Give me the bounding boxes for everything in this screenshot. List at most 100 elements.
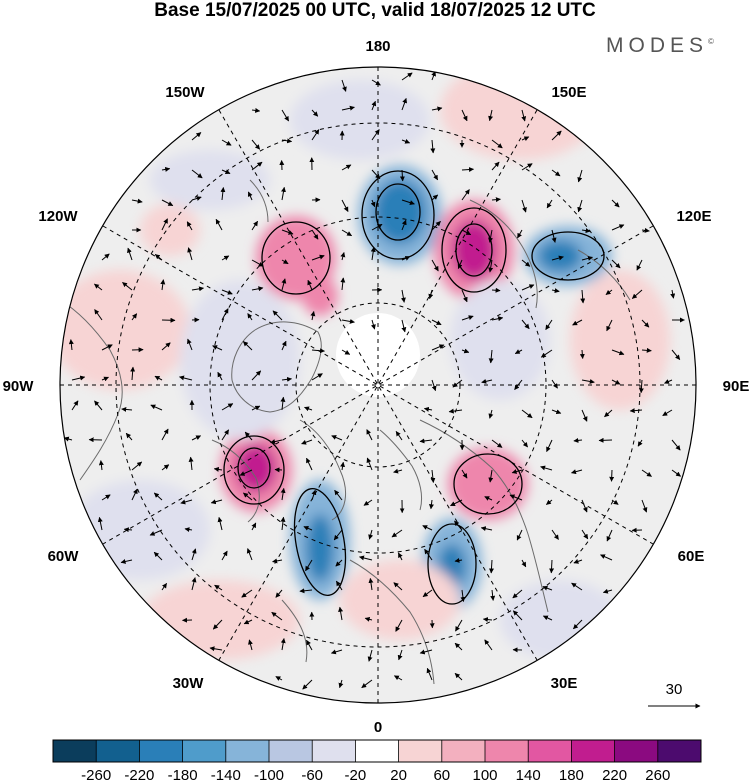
wind-vector [125, 432, 133, 441]
wind-vector [188, 456, 194, 471]
wind-vector [131, 461, 143, 471]
wind-vector [311, 348, 325, 354]
wind-vector [311, 129, 320, 141]
wind-vector [371, 169, 381, 180]
wind-vector [311, 109, 319, 117]
colorbar-tick-label: -20 [345, 767, 367, 783]
lon-label-30e: 30E [551, 675, 578, 692]
colorbar-swatch [441, 740, 486, 762]
colorbar-swatch [614, 740, 659, 762]
wind-vector [131, 488, 138, 501]
wind-vector [461, 315, 474, 321]
wind-vector [340, 252, 346, 261]
wind-vector [428, 499, 434, 510]
wind-vector [488, 109, 494, 122]
wind-vector [611, 499, 619, 505]
wind-vector [187, 338, 193, 351]
wind-vector [641, 227, 650, 233]
wind-vector [221, 403, 234, 411]
wind-vector [602, 588, 613, 594]
wind-vector [215, 218, 223, 231]
wind-vector [430, 139, 436, 154]
wind-vector [191, 548, 197, 561]
wind-vector [306, 639, 313, 651]
lon-label-30w: 30W [173, 675, 205, 692]
wind-vector [521, 319, 530, 330]
wind-vector [191, 132, 202, 141]
wind-vector [521, 136, 530, 141]
colorbar-swatch [96, 740, 140, 762]
wind-vector [401, 319, 407, 333]
wind-vector [334, 489, 343, 501]
wind-vector [395, 619, 403, 632]
wind-vector [153, 492, 163, 501]
wind-vector [521, 409, 533, 419]
wind-vector [488, 469, 494, 483]
wind-vector [401, 138, 411, 144]
graticule [60, 67, 696, 703]
wind-vector [393, 468, 403, 474]
wind-vector [461, 229, 472, 236]
reference-vector-label: 30 [666, 681, 683, 698]
wind-vector [573, 437, 583, 443]
colorbar-swatch [225, 740, 270, 762]
wind-vector [161, 199, 174, 207]
wind-vector [338, 679, 344, 689]
lon-label-150w: 150W [165, 84, 205, 101]
wind-vector [454, 520, 463, 531]
wind-vector [422, 589, 433, 598]
wind-vector [611, 379, 621, 385]
wind-vector [511, 469, 523, 474]
wind-vector [94, 283, 103, 291]
wind-vector [123, 527, 133, 533]
wind-vector [311, 229, 319, 240]
wind-vector [426, 667, 433, 681]
wind-vector [280, 396, 286, 411]
wind-vector [281, 109, 290, 122]
wind-vector [71, 400, 79, 411]
wind-vector [244, 431, 253, 441]
anomaly-blob [302, 276, 338, 316]
wind-vector [221, 289, 233, 295]
wind-vector [401, 97, 408, 111]
wind-vector [101, 253, 110, 261]
wind-vector [454, 557, 463, 563]
wind-vector [101, 376, 109, 382]
wind-vector [400, 289, 406, 303]
colorbar-tick-label: 100 [472, 767, 497, 783]
wind-vector [521, 559, 527, 568]
wind-vector [251, 161, 263, 171]
wind-vector [97, 516, 103, 531]
wind-vector [419, 438, 433, 444]
wind-vector [521, 259, 531, 267]
wind-vector [281, 278, 287, 291]
wind-vector [581, 529, 589, 540]
anomaly-blob [180, 280, 300, 440]
anomaly-blob [450, 280, 550, 400]
lon-label-120w: 120W [38, 208, 78, 225]
wind-vector [641, 347, 652, 353]
wind-vector [579, 349, 585, 359]
wind-vector [243, 492, 253, 501]
wind-vector [371, 223, 383, 231]
wind-vector [422, 525, 433, 531]
wind-vector [299, 588, 313, 594]
wind-vector [281, 186, 286, 201]
wind-vector [210, 499, 223, 505]
wind-vector [401, 199, 415, 205]
anomaly-blob [500, 580, 620, 660]
colorbar-tick-label: 20 [390, 767, 407, 783]
wind-vector [341, 318, 355, 324]
wind-vector [368, 529, 374, 540]
wind-vector [366, 457, 373, 471]
wind-vector [641, 319, 650, 328]
wind-vector [611, 224, 625, 231]
wind-vector [455, 619, 463, 632]
wind-vector [94, 309, 103, 321]
wind-vector [246, 548, 253, 561]
colorbar-tick-label: 220 [602, 767, 627, 783]
wind-vector [551, 130, 562, 141]
wind-vector [454, 642, 463, 651]
wind-vector [480, 526, 493, 532]
colorbar-swatch [528, 740, 572, 762]
